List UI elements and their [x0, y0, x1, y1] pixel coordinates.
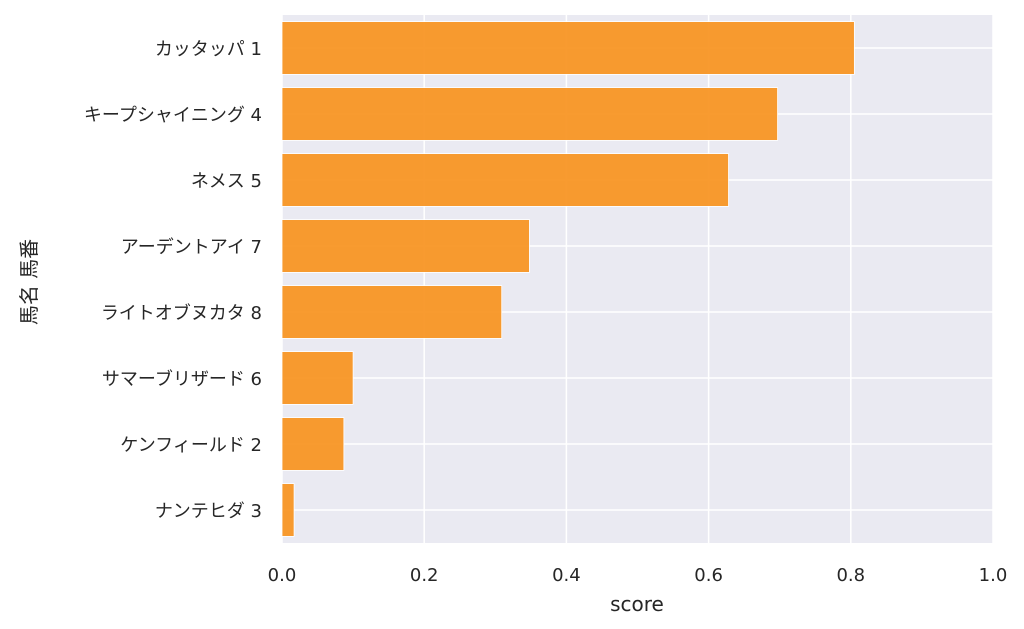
- bar-2: [281, 153, 729, 207]
- y-tick-label-3: アーデントアイ 7: [121, 237, 262, 258]
- x-tick-label-2: 0.4: [552, 565, 581, 586]
- x-axis-label: score: [610, 592, 664, 616]
- bar-5: [281, 351, 354, 405]
- y-axis-label: 馬名 馬番: [17, 239, 41, 325]
- bar-3: [281, 219, 530, 273]
- bar-6: [281, 417, 345, 471]
- y-tick-label-4: ライトオブヌカタ 8: [101, 302, 262, 324]
- x-tick-labels: 0.0 0.2 0.4 0.6 0.8 1.0: [268, 565, 1008, 586]
- x-tick-label-4: 0.8: [836, 565, 865, 586]
- y-tick-label-1: キープシャイニング 4: [84, 105, 262, 126]
- y-tick-labels: カッタッパ 1 キープシャイニング 4 ネメス 5 アーデントアイ 7 ライトオブヌカタ…: [84, 39, 262, 522]
- bar-1: [281, 87, 778, 141]
- y-tick-label-2: ネメス 5: [191, 171, 262, 192]
- y-tick-label-0: カッタッパ 1: [155, 39, 262, 60]
- y-tick-label-5: サマーブリザード 6: [102, 368, 262, 390]
- x-tick-label-1: 0.2: [410, 565, 439, 586]
- bar-0: [281, 21, 855, 75]
- y-tick-label-7: ナンテヒダ 3: [155, 501, 262, 522]
- bar-7: [281, 483, 295, 537]
- bar-4: [281, 285, 503, 339]
- x-tick-label-0: 0.0: [268, 565, 297, 586]
- bars: [281, 21, 855, 537]
- x-tick-label-3: 0.6: [694, 565, 723, 586]
- y-tick-label-6: ケンフィールド 2: [120, 435, 262, 456]
- x-tick-label-5: 1.0: [979, 565, 1008, 586]
